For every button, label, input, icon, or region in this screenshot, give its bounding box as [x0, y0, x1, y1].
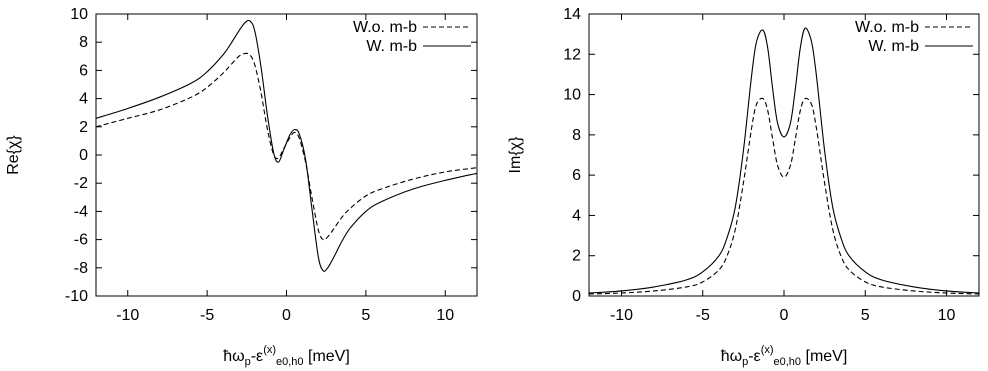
x-axis-label-part: [meV] — [801, 348, 847, 365]
x-axis-label-part: (x) — [263, 344, 276, 356]
x-tick-label: 0 — [780, 307, 789, 324]
legend-label: W. m-b — [868, 38, 919, 55]
x-axis-label: ħωp-ε(x)e0,h0 [meV] — [223, 344, 350, 368]
y-tick-label: 6 — [79, 62, 88, 79]
y-tick-label: -6 — [74, 232, 88, 249]
y-tick-label: 14 — [563, 6, 581, 23]
x-axis-label-part: (x) — [761, 344, 774, 356]
x-tick-label: -5 — [696, 307, 710, 324]
x-tick-label: -10 — [116, 307, 139, 324]
y-tick-label: -8 — [74, 260, 88, 277]
y-tick-label: 4 — [79, 91, 88, 108]
series-line-without-mb — [96, 52, 477, 241]
series-line-with-mb — [96, 19, 477, 272]
x-tick-label: -5 — [200, 307, 214, 324]
y-tick-label: -4 — [74, 203, 88, 220]
plot-frame — [588, 13, 980, 297]
y-tick-label: 12 — [563, 46, 581, 63]
x-axis-label-part: ħω — [223, 348, 244, 365]
x-tick-label: 5 — [361, 307, 370, 324]
y-tick-label: 0 — [79, 147, 88, 164]
series-line-with-mb — [589, 27, 979, 294]
x-tick-label: 5 — [861, 307, 870, 324]
y-tick-label: -2 — [74, 175, 88, 192]
x-axis-label-part: -ε — [748, 348, 760, 365]
legend-label: W.o. m-b — [353, 19, 417, 36]
x-axis-label-part: p — [245, 356, 251, 368]
y-tick-label: 0 — [572, 288, 581, 305]
plot-frame — [95, 13, 478, 297]
x-axis-label-part: e0,h0 — [276, 356, 304, 368]
y-tick-label: 8 — [79, 34, 88, 51]
y-tick-label: -10 — [65, 288, 88, 305]
x-axis-label-part: [meV] — [304, 348, 350, 365]
y-axis-label: Re{χ} — [5, 135, 22, 175]
legend-label: W. m-b — [366, 38, 417, 55]
y-tick-label: 10 — [563, 87, 581, 104]
x-tick-label: 0 — [282, 307, 291, 324]
y-tick-label: 4 — [572, 207, 581, 224]
series-line-without-mb — [589, 97, 979, 295]
x-axis-label-part: -ε — [251, 348, 263, 365]
x-tick-label: -10 — [610, 307, 633, 324]
y-axis-label: Im{χ} — [507, 136, 524, 174]
y-tick-label: 10 — [70, 6, 88, 23]
y-tick-label: 2 — [79, 119, 88, 136]
x-axis-label-part: p — [742, 356, 748, 368]
chart-panel-2: 0 2 4 6 8 10 12 14 -10 -5 0 5 10 Im{χ} ħωp-ε(x)e0,h0 [… — [507, 6, 980, 368]
chart-panel-1: -10 -8 -6 -4 -2 0 2 4 6 8 10 -10 -5 0 5 10 Re{χ} ħωp-ε(x)… — [5, 6, 478, 368]
x-axis-label-part: ħω — [721, 348, 742, 365]
x-axis-label-part: e0,h0 — [774, 356, 802, 368]
y-tick-label: 8 — [572, 127, 581, 144]
y-tick-label: 6 — [572, 167, 581, 184]
x-axis-label: ħωp-ε(x)e0,h0 [meV] — [721, 344, 848, 368]
x-tick-label: 10 — [436, 307, 454, 324]
y-tick-label: 2 — [572, 248, 581, 265]
x-tick-label: 10 — [938, 307, 956, 324]
legend-label: W.o. m-b — [855, 19, 919, 36]
